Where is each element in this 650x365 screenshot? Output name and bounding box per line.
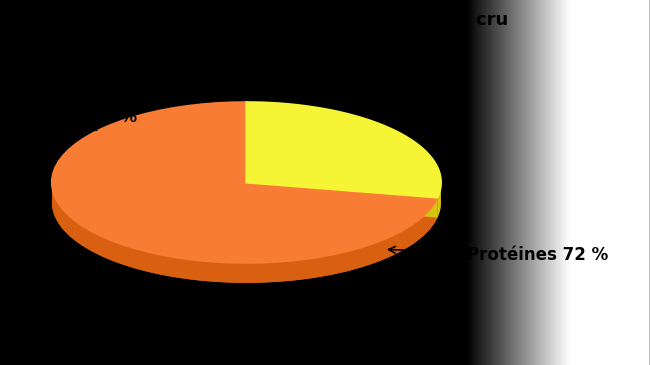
Ellipse shape xyxy=(52,122,441,283)
Text: Lipides 28 %: Lipides 28 % xyxy=(20,108,138,130)
Polygon shape xyxy=(246,182,437,218)
Polygon shape xyxy=(52,186,437,283)
Polygon shape xyxy=(246,102,441,197)
Text: Protéines 72 %: Protéines 72 % xyxy=(389,246,608,265)
Polygon shape xyxy=(437,183,441,218)
Text: Distribution de calories: Sanglier (moyenne), cru: Distribution de calories: Sanglier (moye… xyxy=(13,11,508,29)
Text: © vitahoy.ch: © vitahoy.ch xyxy=(13,337,101,350)
Polygon shape xyxy=(52,102,437,263)
Polygon shape xyxy=(246,182,437,218)
